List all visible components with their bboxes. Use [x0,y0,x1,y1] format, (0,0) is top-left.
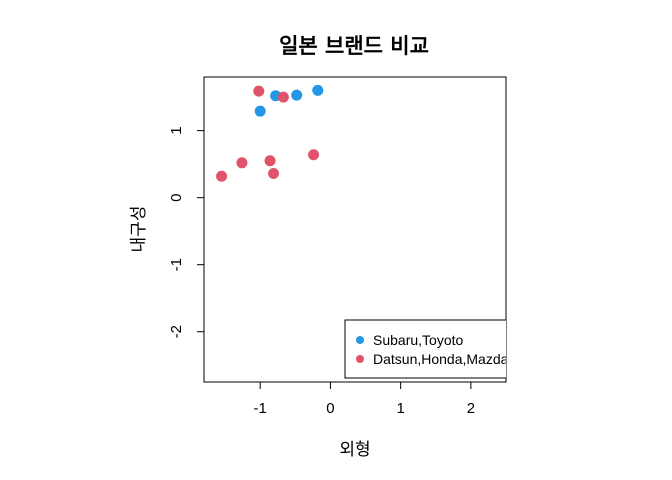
x-tick-label-2: 1 [396,400,404,417]
legend: Subaru,Toyoto Datsun,Honda,Mazda [344,319,509,379]
legend-box [344,319,506,379]
point-series-0-0 [312,84,324,96]
y-tick-label-0: -2 [168,325,185,338]
legend-label-1: Datsun,Honda,Mazda [373,351,509,367]
x-axis: -1 0 1 2 [254,381,475,417]
data-points [216,84,324,182]
y-axis: -2 -1 0 1 [168,126,205,338]
point-series-1-0 [253,85,265,97]
x-axis-label: 외형 [339,440,370,460]
point-series-0-1 [291,89,303,101]
x-tick-label-3: 2 [467,400,475,417]
x-tick-label-0: -1 [254,400,267,417]
point-series-1-4 [236,157,248,169]
y-tick-label-2: 0 [168,193,185,201]
chart-title: 일본 브랜드 비교 [279,34,429,58]
point-series-1-3 [264,155,276,167]
y-tick-label-3: 1 [168,126,185,134]
legend-marker-0 [356,336,364,344]
legend-label-0: Subaru,Toyoto [373,332,463,348]
y-tick-label-1: -1 [168,258,185,271]
y-axis-label: 내구성 [129,206,149,253]
point-series-1-1 [277,91,289,103]
point-series-1-6 [216,170,228,182]
point-series-1-2 [308,149,320,161]
legend-marker-1 [356,355,364,363]
x-tick-label-1: 0 [326,400,334,417]
point-series-1-5 [268,168,280,180]
point-series-0-3 [254,105,266,117]
